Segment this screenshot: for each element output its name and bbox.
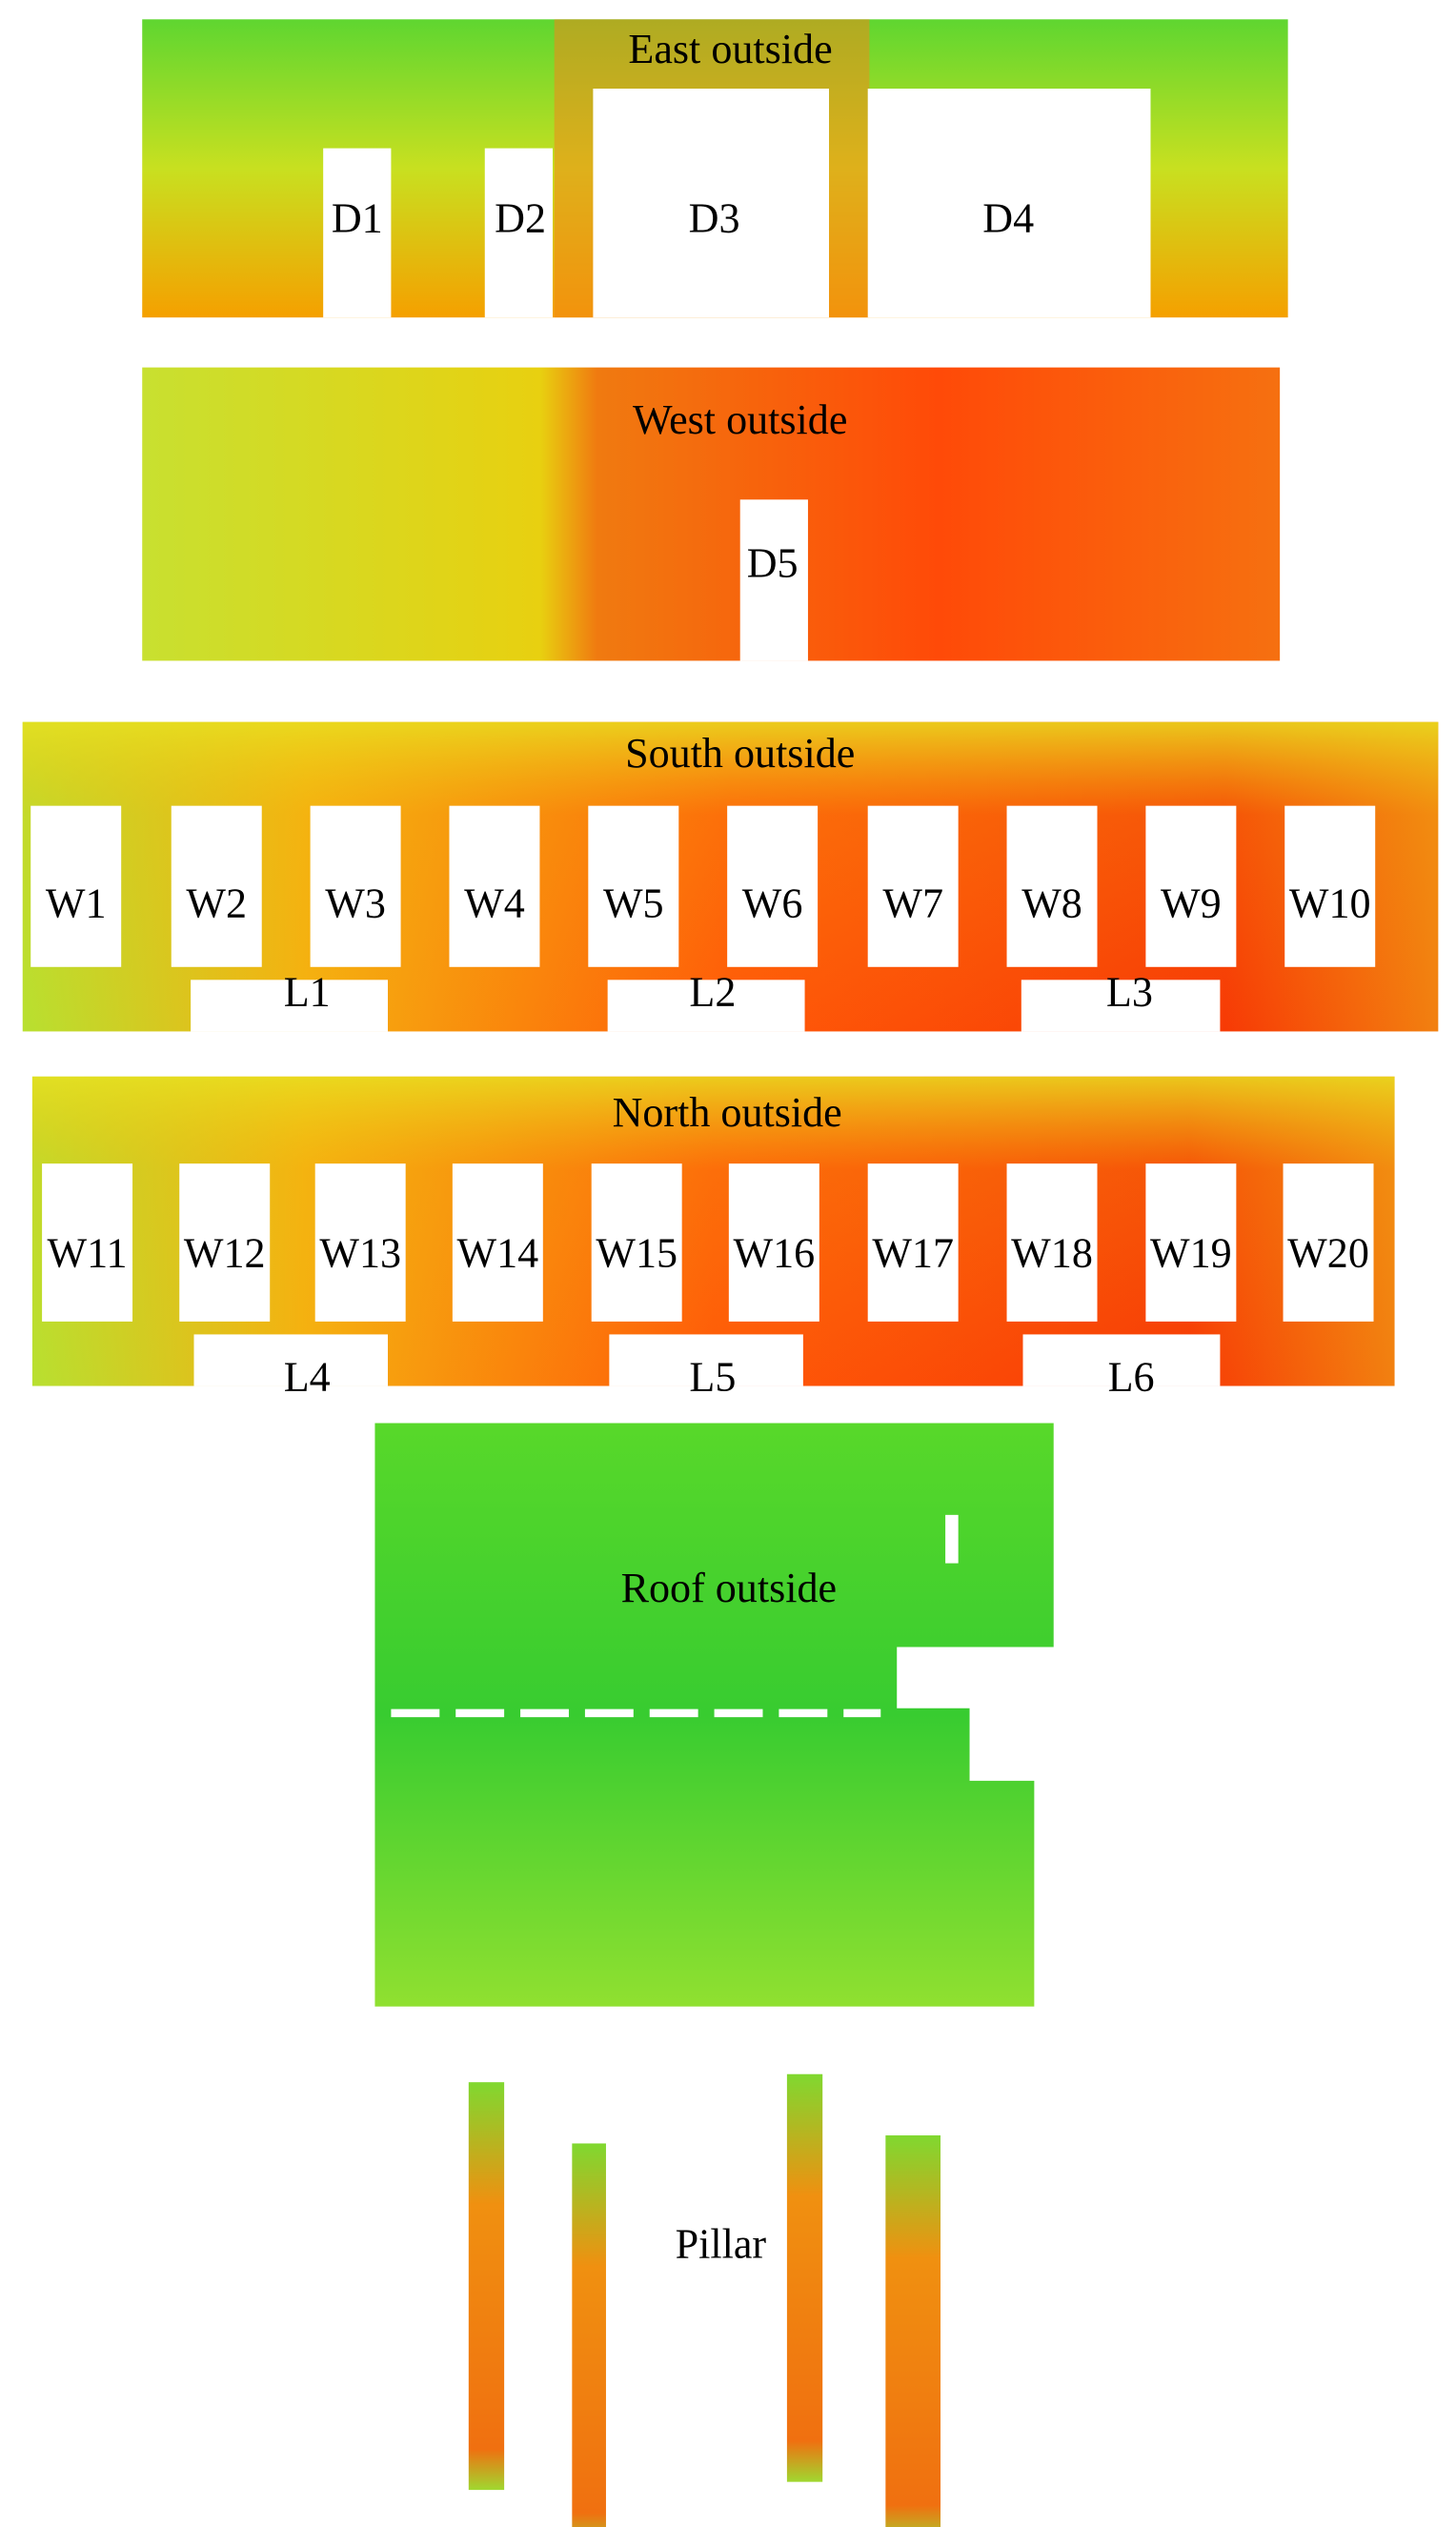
opening — [323, 148, 392, 318]
opening — [867, 1163, 959, 1322]
opening — [867, 89, 1151, 318]
opening-label: W11 — [48, 1229, 128, 1276]
opening-label: W7 — [882, 879, 943, 926]
opening — [1006, 805, 1098, 967]
opening — [1022, 1334, 1221, 1386]
opening-label: L6 — [1108, 1354, 1155, 1401]
opening-label: W10 — [1289, 879, 1371, 926]
opening-label: D2 — [495, 195, 546, 242]
opening-label: W15 — [596, 1229, 677, 1276]
roof-opening — [945, 1514, 959, 1564]
panel-title: South outside — [625, 730, 855, 777]
opening — [314, 1163, 406, 1322]
opening-label: W9 — [1161, 879, 1222, 926]
panel-title: Roof outside — [621, 1565, 837, 1611]
opening-label: W6 — [742, 879, 803, 926]
panel-title: North outside — [613, 1089, 842, 1136]
opening — [452, 1163, 543, 1322]
opening — [867, 805, 959, 967]
opening-label: L3 — [1106, 968, 1153, 1015]
opening — [449, 805, 540, 967]
opening — [609, 1334, 803, 1386]
opening — [42, 1163, 133, 1322]
opening — [1021, 980, 1221, 1032]
opening — [588, 805, 679, 967]
opening-label: L2 — [689, 968, 736, 1015]
opening-label: W5 — [603, 879, 664, 926]
opening — [193, 1334, 389, 1386]
panel-title: East outside — [628, 26, 832, 72]
opening-label: W1 — [46, 879, 107, 926]
opening-label: D4 — [982, 195, 1034, 242]
opening — [1145, 805, 1237, 967]
pillar — [468, 2082, 505, 2491]
pillar — [885, 2135, 941, 2527]
opening — [310, 805, 401, 967]
west-wall — [142, 367, 1281, 661]
opening — [171, 805, 262, 967]
opening — [179, 1163, 271, 1322]
opening — [593, 89, 829, 318]
opening — [1283, 1163, 1374, 1322]
opening-label: W14 — [456, 1229, 538, 1276]
opening — [1006, 1163, 1098, 1322]
opening — [739, 499, 808, 661]
opening-label: W13 — [319, 1229, 401, 1276]
opening-label: L4 — [284, 1354, 331, 1401]
panel-title: West outside — [633, 396, 847, 443]
opening-label: W18 — [1011, 1229, 1093, 1276]
opening — [727, 805, 819, 967]
opening — [591, 1163, 682, 1322]
opening-label: D5 — [747, 539, 799, 586]
opening-label: W2 — [186, 879, 247, 926]
opening-label: W16 — [733, 1229, 815, 1276]
opening-label: D3 — [689, 195, 740, 242]
opening-label: W20 — [1287, 1229, 1369, 1276]
opening — [1145, 1163, 1237, 1322]
opening — [1284, 805, 1376, 967]
opening-label: D1 — [332, 195, 383, 242]
panel-title: Pillar — [676, 2221, 767, 2268]
opening-label: W17 — [872, 1229, 954, 1276]
opening-label: L1 — [284, 968, 331, 1015]
pillar — [786, 2073, 823, 2482]
opening-label: W4 — [464, 879, 525, 926]
opening-label: W8 — [1021, 879, 1082, 926]
pillar — [572, 2143, 606, 2527]
opening-label: W12 — [184, 1229, 266, 1276]
opening-label: L5 — [689, 1354, 736, 1401]
opening — [191, 980, 389, 1032]
opening — [484, 148, 553, 318]
opening — [728, 1163, 819, 1322]
opening-label: W3 — [325, 879, 386, 926]
opening-label: W19 — [1150, 1229, 1232, 1276]
opening — [607, 980, 805, 1032]
opening — [30, 805, 122, 967]
